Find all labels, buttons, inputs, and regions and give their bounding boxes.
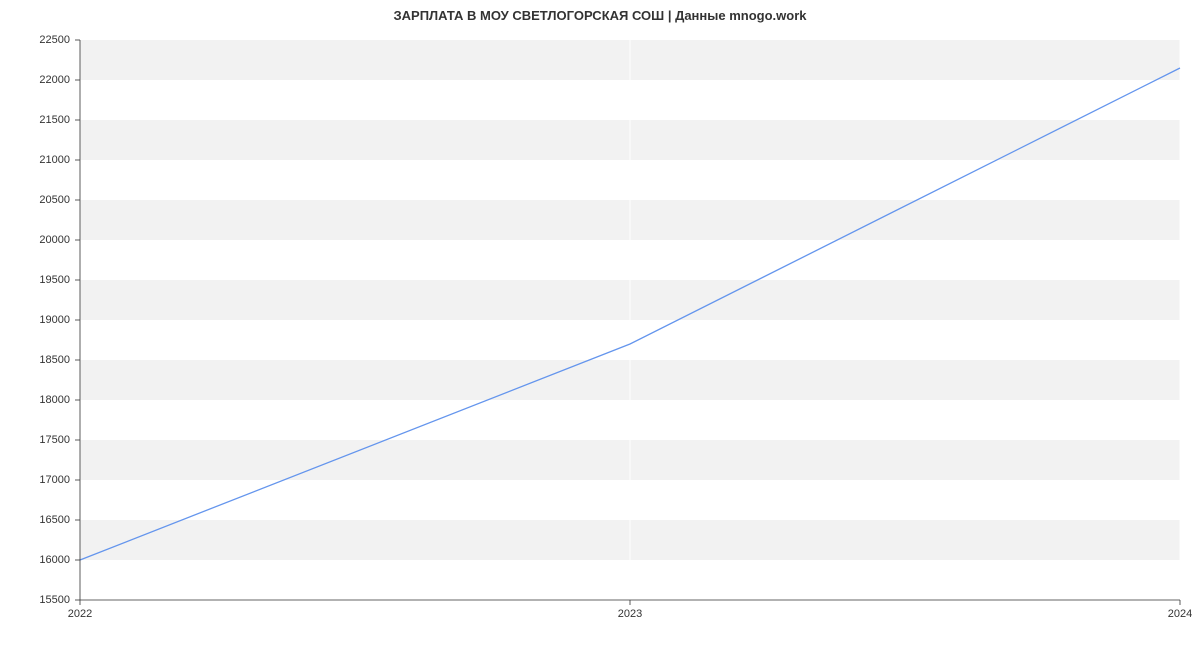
plot-area: [80, 40, 1180, 600]
y-tick-label: 21500: [0, 114, 70, 126]
plot-svg: [80, 40, 1180, 600]
y-tick-label: 16500: [0, 514, 70, 526]
y-tick-label: 18500: [0, 354, 70, 366]
y-tick-label: 19000: [0, 314, 70, 326]
y-tick-label: 22000: [0, 74, 70, 86]
y-tick-label: 19500: [0, 274, 70, 286]
y-tick-label: 20500: [0, 194, 70, 206]
y-tick-label: 21000: [0, 154, 70, 166]
chart-title: ЗАРПЛАТА В МОУ СВЕТЛОГОРСКАЯ СОШ | Данны…: [0, 8, 1200, 23]
y-tick-label: 18000: [0, 394, 70, 406]
y-tick-label: 15500: [0, 594, 70, 606]
y-tick-label: 17000: [0, 474, 70, 486]
y-tick-label: 20000: [0, 234, 70, 246]
x-tick-label: 2024: [1168, 608, 1192, 620]
x-tick-label: 2022: [68, 608, 92, 620]
y-tick-label: 16000: [0, 554, 70, 566]
y-tick-label: 17500: [0, 434, 70, 446]
chart-container: ЗАРПЛАТА В МОУ СВЕТЛОГОРСКАЯ СОШ | Данны…: [0, 0, 1200, 650]
x-tick-label: 2023: [618, 608, 642, 620]
y-tick-label: 22500: [0, 34, 70, 46]
